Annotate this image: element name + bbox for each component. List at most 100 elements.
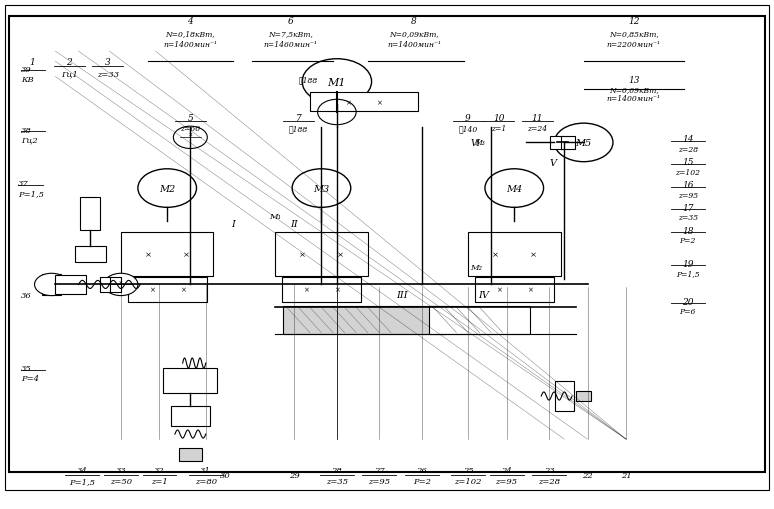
- Text: ×: ×: [530, 250, 537, 259]
- Text: ⌀188: ⌀188: [289, 125, 308, 133]
- Text: ×: ×: [334, 286, 340, 294]
- Text: 15: 15: [682, 158, 694, 167]
- Text: z=35: z=35: [678, 214, 698, 222]
- Text: Гц2: Гц2: [21, 136, 37, 145]
- Bar: [430, 306, 529, 334]
- Text: N=7,5кВт,: N=7,5кВт,: [268, 31, 313, 38]
- Text: n=2200мин⁻¹: n=2200мин⁻¹: [607, 40, 661, 48]
- Text: 33: 33: [115, 466, 126, 474]
- Text: 17: 17: [682, 204, 694, 212]
- Text: 32: 32: [154, 466, 165, 474]
- Bar: [468, 233, 560, 276]
- Text: 5: 5: [187, 114, 194, 122]
- Text: x: x: [188, 132, 192, 137]
- Circle shape: [35, 274, 68, 296]
- Text: 11: 11: [532, 114, 543, 122]
- Bar: [283, 306, 445, 334]
- Text: 14: 14: [682, 135, 694, 144]
- Text: ×: ×: [496, 286, 502, 294]
- Text: 1: 1: [29, 58, 35, 67]
- Text: 12: 12: [628, 17, 639, 26]
- Text: 10: 10: [493, 114, 505, 122]
- Text: ×: ×: [376, 99, 382, 106]
- Bar: [179, 448, 202, 461]
- Bar: [163, 369, 217, 394]
- Text: 8: 8: [411, 17, 417, 26]
- Text: M₂: M₂: [470, 263, 481, 271]
- Text: P=6: P=6: [680, 308, 696, 316]
- Text: M₁: M₁: [269, 213, 281, 220]
- Bar: [550, 137, 563, 150]
- Bar: [561, 137, 575, 150]
- Text: P=1,5: P=1,5: [676, 270, 700, 278]
- Text: 23: 23: [543, 466, 554, 474]
- Text: M₃: M₃: [474, 139, 485, 147]
- Text: z=50: z=50: [110, 477, 132, 485]
- Text: ×: ×: [145, 250, 152, 259]
- Text: ×: ×: [337, 250, 344, 259]
- Text: 36: 36: [21, 291, 32, 299]
- Text: 34: 34: [77, 466, 87, 474]
- Text: ×: ×: [149, 286, 155, 294]
- Text: z=102: z=102: [454, 477, 481, 485]
- Bar: [171, 406, 210, 427]
- Text: P=2: P=2: [413, 477, 430, 485]
- Text: N=0,09кВт,: N=0,09кВт,: [389, 31, 439, 38]
- Text: 28: 28: [331, 466, 342, 474]
- Text: ×: ×: [491, 250, 498, 259]
- Text: M1: M1: [327, 77, 346, 88]
- Text: 16: 16: [682, 181, 694, 190]
- Text: 38: 38: [21, 126, 32, 134]
- Text: 7: 7: [296, 114, 301, 122]
- Text: n=1400мин⁻¹: n=1400мин⁻¹: [163, 40, 217, 48]
- Text: 18: 18: [682, 226, 694, 235]
- Text: 6: 6: [288, 17, 293, 26]
- Circle shape: [173, 127, 207, 149]
- Bar: [276, 233, 368, 276]
- Bar: [475, 277, 553, 302]
- Text: VI: VI: [471, 138, 481, 148]
- Text: P=1,5: P=1,5: [19, 190, 44, 197]
- Text: z=102: z=102: [675, 168, 700, 177]
- Bar: [576, 391, 591, 401]
- Text: I: I: [231, 220, 235, 229]
- Bar: [121, 233, 214, 276]
- Text: ×: ×: [183, 250, 190, 259]
- Bar: [56, 275, 86, 295]
- Text: 3: 3: [105, 58, 111, 67]
- Text: ⌀188: ⌀188: [299, 76, 318, 84]
- Text: z=1: z=1: [151, 477, 168, 485]
- Text: N=0,09кВт,: N=0,09кВт,: [609, 86, 659, 94]
- Text: P=2: P=2: [680, 237, 696, 245]
- Bar: [555, 381, 574, 411]
- Text: КВ: КВ: [21, 76, 33, 84]
- Text: 24: 24: [501, 466, 512, 474]
- Text: V: V: [550, 159, 557, 168]
- Bar: [110, 277, 122, 293]
- Bar: [80, 197, 100, 231]
- Text: Гц1: Гц1: [61, 71, 77, 79]
- Text: 4: 4: [187, 17, 194, 26]
- Bar: [42, 275, 61, 295]
- Text: z=1: z=1: [491, 125, 506, 133]
- Text: z=80: z=80: [195, 477, 217, 485]
- Text: 19: 19: [682, 259, 694, 268]
- Text: M3: M3: [313, 184, 330, 193]
- Text: 31: 31: [200, 466, 211, 474]
- Bar: [100, 277, 111, 293]
- Circle shape: [292, 169, 351, 208]
- Text: M2: M2: [159, 184, 176, 193]
- Text: 20: 20: [682, 297, 694, 306]
- Text: 13: 13: [628, 75, 639, 84]
- Text: M5: M5: [576, 138, 592, 148]
- Circle shape: [138, 169, 197, 208]
- Text: ×: ×: [527, 286, 533, 294]
- Text: z=28: z=28: [678, 146, 698, 154]
- Text: z=33: z=33: [97, 71, 119, 79]
- Text: N=0,85кВт,: N=0,85кВт,: [609, 31, 659, 38]
- Text: z=35: z=35: [326, 477, 348, 485]
- Circle shape: [554, 124, 613, 162]
- Text: P=4: P=4: [21, 375, 39, 383]
- Text: n=1400мин⁻¹: n=1400мин⁻¹: [387, 40, 441, 48]
- Text: 39: 39: [21, 66, 32, 74]
